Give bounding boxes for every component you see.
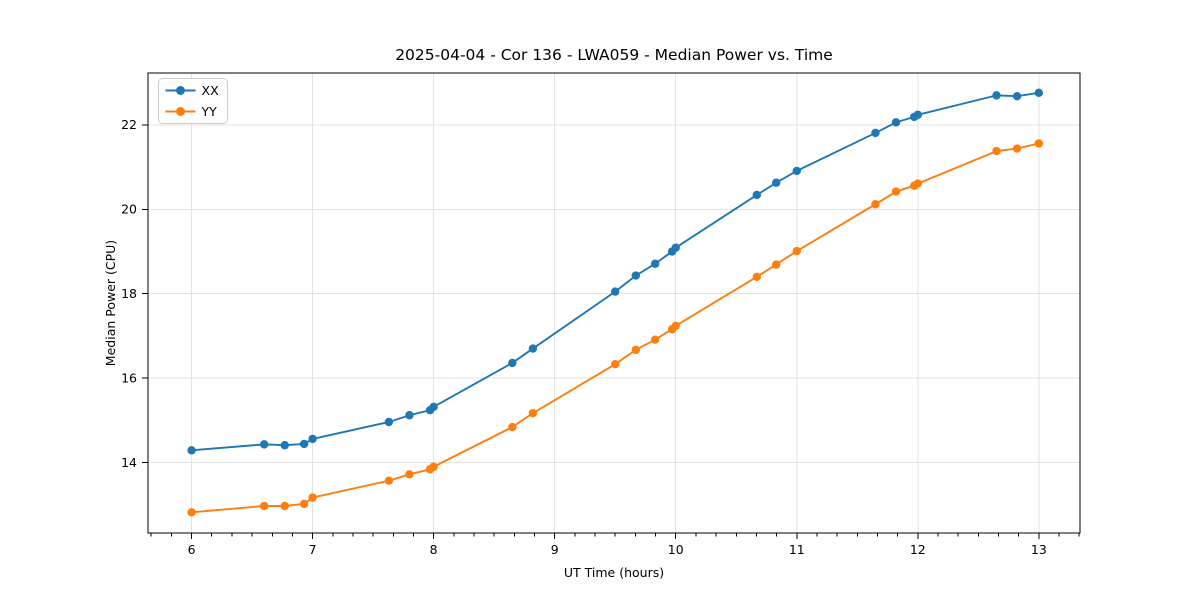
data-point-xx — [992, 91, 1001, 100]
data-point-yy — [631, 345, 640, 355]
legend-marker-xx — [176, 86, 185, 95]
x-tick-label-7: 7 — [309, 542, 317, 557]
data-point-yy — [1034, 139, 1044, 148]
data-point-xx — [528, 344, 538, 353]
x-tick-label-6: 6 — [188, 542, 196, 557]
series-xx-line — [190, 91, 1040, 452]
data-point-yy — [871, 200, 880, 209]
data-point-xx — [299, 439, 309, 449]
data-point-yy — [429, 462, 438, 471]
data-point-xx — [308, 434, 317, 444]
y-tick-label-14: 14 — [121, 455, 137, 470]
data-point-yy — [913, 179, 923, 188]
x-tick-label-9: 9 — [551, 542, 559, 557]
legend-label-xx: XX — [202, 83, 220, 98]
data-point-yy — [280, 501, 289, 511]
legend-label-yy: YY — [201, 104, 218, 119]
data-point-yy — [308, 493, 317, 502]
data-point-xx — [611, 287, 620, 296]
data-point-xx — [771, 178, 781, 187]
data-point-xx — [1034, 88, 1044, 98]
data-point-yy — [650, 335, 660, 344]
data-point-xx — [280, 441, 289, 450]
data-point-yy — [299, 499, 309, 509]
series-yy-line — [190, 142, 1040, 514]
data-point-xx — [871, 128, 880, 138]
axes-frame — [147, 72, 1081, 534]
data-point-yy — [771, 260, 781, 269]
x-axis-label: UT Time (hours) — [563, 565, 665, 580]
data-point-yy — [671, 321, 680, 330]
data-point-xx — [259, 440, 269, 449]
data-point-xx — [792, 166, 801, 176]
data-point-xx — [384, 417, 394, 427]
data-point-yy — [891, 187, 901, 196]
data-point-yy — [259, 501, 269, 511]
data-point-xx — [405, 411, 414, 420]
legend-marker-yy — [176, 107, 185, 116]
data-point-xx — [429, 402, 438, 412]
data-point-yy — [405, 470, 414, 479]
data-point-xx — [752, 190, 762, 200]
data-point-yy — [187, 508, 196, 517]
data-point-yy — [611, 359, 620, 369]
chart-title: 2025-04-04 - Cor 136 - LWA059 - Median P… — [395, 46, 833, 64]
data-point-xx — [1012, 92, 1022, 101]
x-tick-label-13: 13 — [1031, 542, 1047, 557]
data-point-xx — [650, 259, 660, 268]
data-point-yy — [992, 146, 1001, 156]
data-point-xx — [187, 446, 196, 455]
data-point-xx — [891, 118, 901, 127]
data-point-yy — [792, 246, 801, 256]
data-point-yy — [528, 408, 538, 418]
data-point-yy — [1012, 144, 1022, 153]
data-point-xx — [508, 358, 517, 368]
x-tick-label-11: 11 — [789, 542, 805, 557]
y-tick-label-18: 18 — [121, 286, 137, 301]
data-point-yy — [508, 422, 517, 432]
data-point-yy — [752, 272, 762, 282]
y-tick-label-22: 22 — [121, 117, 137, 132]
y-tick-label-20: 20 — [121, 202, 137, 217]
x-tick-label-8: 8 — [430, 542, 438, 557]
data-point-yy — [384, 476, 394, 485]
data-point-xx — [631, 271, 640, 280]
x-tick-label-12: 12 — [910, 542, 926, 557]
data-point-xx — [913, 110, 923, 119]
x-tick-label-10: 10 — [668, 542, 684, 557]
data-point-xx — [671, 243, 680, 252]
y-tick-label-16: 16 — [121, 370, 137, 385]
